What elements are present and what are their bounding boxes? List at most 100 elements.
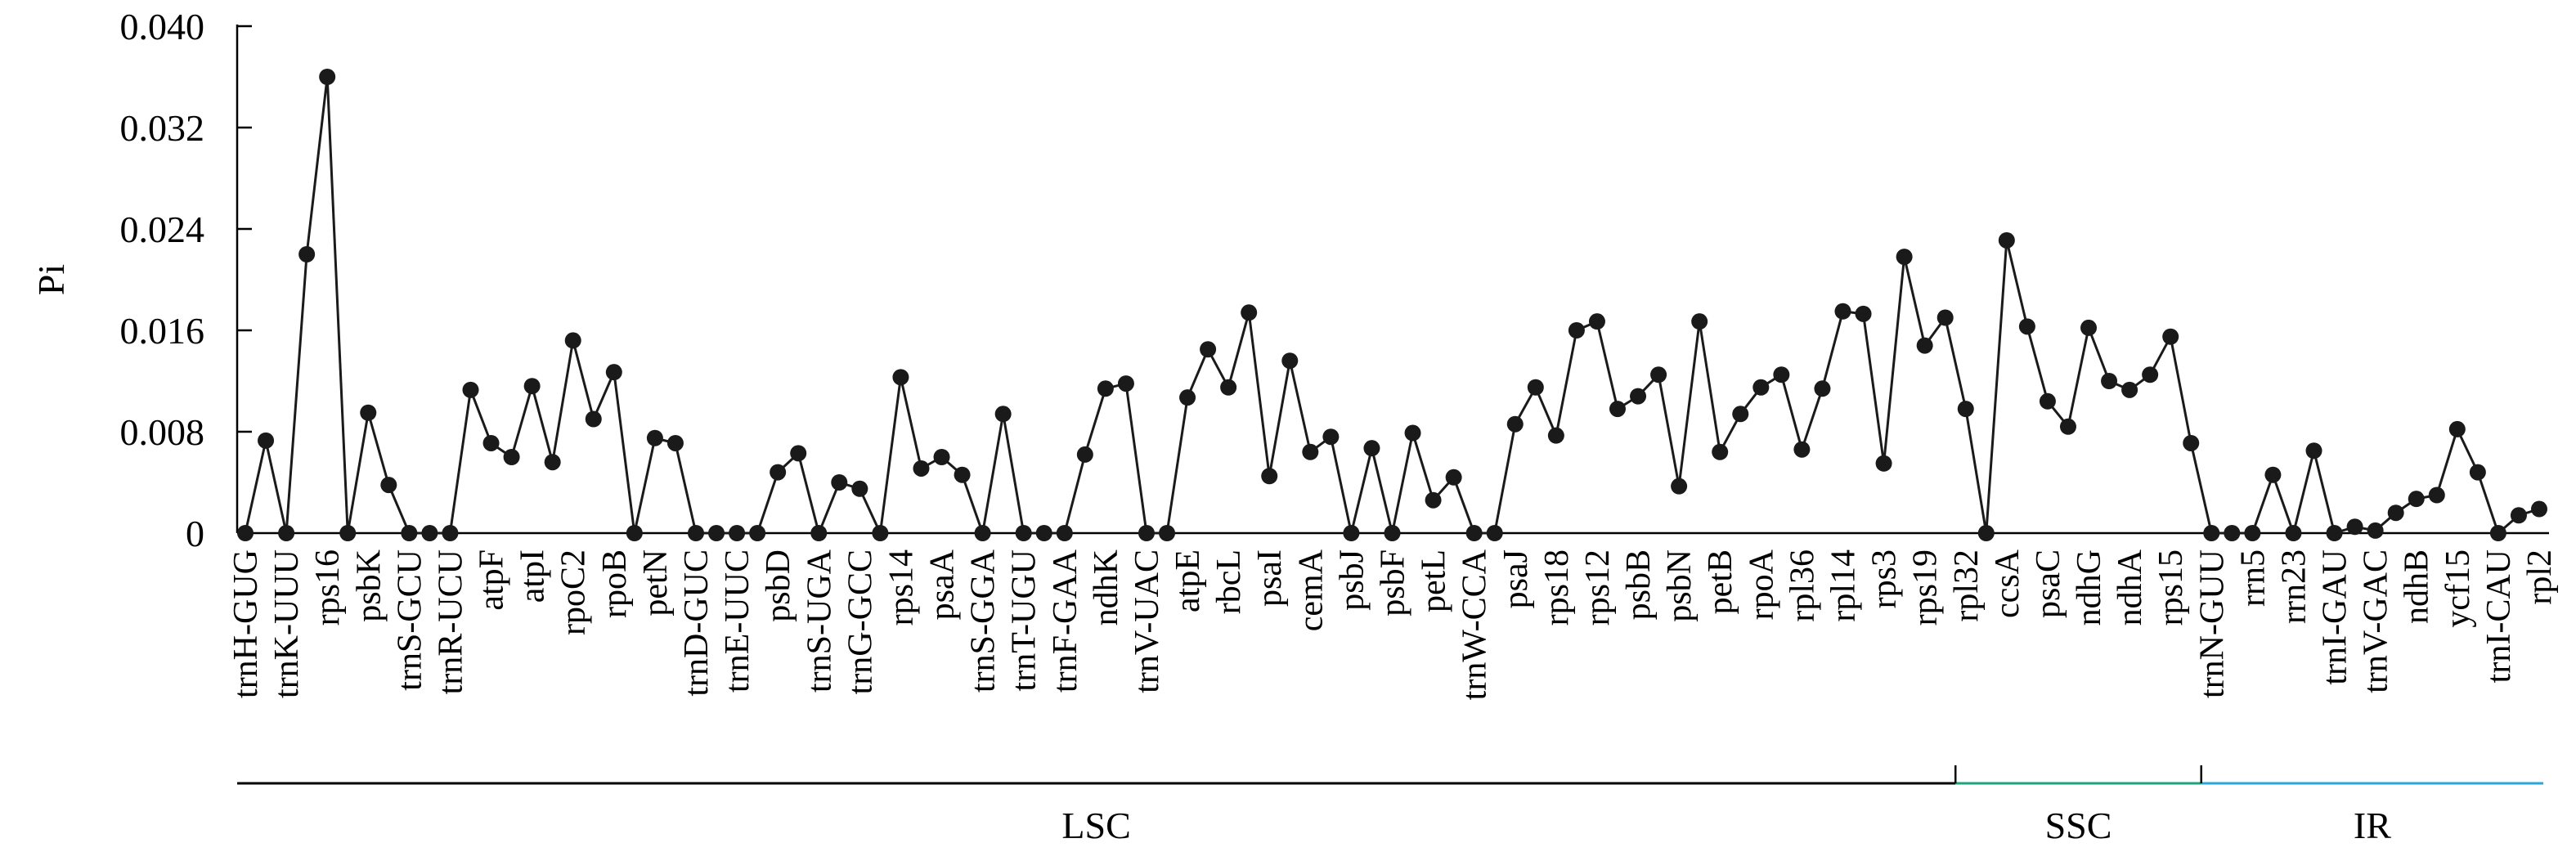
data-point <box>2080 319 2098 336</box>
data-point <box>1465 525 1483 541</box>
x-tick-label: trnF-GAA <box>1047 549 1084 693</box>
y-tick-label: 0.016 <box>120 310 205 352</box>
data-point <box>2408 491 2425 508</box>
x-tick-label: trnS-GCU <box>391 549 429 691</box>
data-point <box>1117 375 1134 392</box>
x-tick-label: trnW-CCA <box>1456 549 1494 700</box>
data-point <box>2183 434 2200 451</box>
y-axis: 0 0.008 0.016 0.024 0.032 0.040 <box>120 6 252 554</box>
x-tick-label: rrn23 <box>2275 549 2313 624</box>
data-point <box>1138 525 1155 541</box>
data-point <box>1752 379 1770 396</box>
data-point <box>2510 507 2527 524</box>
data-point <box>1896 249 1913 266</box>
x-tick-label: rps19 <box>1907 549 1945 626</box>
data-point <box>503 449 520 465</box>
x-tick-label: rps14 <box>882 549 920 626</box>
data-point <box>1097 380 1114 397</box>
x-tick-label: rrn5 <box>2234 549 2272 607</box>
data-point <box>1834 303 1851 320</box>
data-point <box>2489 525 2506 541</box>
data-point <box>1527 379 1544 396</box>
x-tick-label: atpI <box>514 549 552 603</box>
data-point <box>1957 401 1974 418</box>
data-point <box>913 460 930 477</box>
data-point <box>1035 525 1052 541</box>
data-point <box>974 525 991 541</box>
data-point <box>1425 491 1442 509</box>
data-point <box>1547 427 1564 444</box>
x-tick-label: rpoB <box>596 549 634 618</box>
data-point <box>1630 388 1647 405</box>
y-tick-label: 0.040 <box>120 6 205 47</box>
x-tick-label: trnS-GGA <box>965 549 1003 693</box>
data-point <box>1712 443 1729 460</box>
data-point <box>872 525 889 541</box>
x-tick-label: trnT-UGU <box>1006 549 1043 691</box>
data-point <box>1568 322 1585 339</box>
x-tick-label: rps16 <box>309 549 347 626</box>
data-point <box>646 429 663 446</box>
data-point <box>442 525 459 541</box>
data-point <box>421 525 438 541</box>
region-label-ir: IR <box>2354 805 2391 846</box>
x-tick-label: psaA <box>924 549 962 620</box>
data-point <box>749 525 766 541</box>
data-point <box>1015 525 1032 541</box>
data-point <box>810 525 828 541</box>
data-point <box>2142 366 2159 383</box>
region-label-ssc: SSC <box>2045 805 2112 846</box>
data-point <box>401 525 418 541</box>
data-point <box>482 434 500 451</box>
x-tick-label: psbF <box>1375 549 1412 617</box>
data-point <box>1343 525 1360 541</box>
x-tick-label: ccsA <box>1989 549 2026 618</box>
series-line <box>244 75 2540 535</box>
data-point <box>605 364 622 381</box>
x-tick-label: trnI-CAU <box>2480 549 2518 683</box>
x-tick-label: psaC <box>2030 549 2067 618</box>
data-point <box>1486 525 1503 541</box>
x-tick-label: trnR-UCU <box>432 549 469 694</box>
data-point <box>1671 478 1688 495</box>
x-tick-label: rpoC2 <box>555 549 593 635</box>
data-point <box>2264 466 2282 483</box>
data-point <box>626 525 643 541</box>
series-pi <box>237 69 2547 541</box>
data-point <box>1855 305 1872 322</box>
data-point <box>770 464 787 481</box>
x-tick-label: trnD-GUC <box>678 549 716 697</box>
data-point <box>1814 380 1831 397</box>
data-point <box>298 246 316 262</box>
data-point <box>564 332 581 349</box>
data-point <box>954 466 971 483</box>
x-tick-label: rpl32 <box>1948 549 1986 622</box>
x-tick-label: rpl2 <box>2521 549 2559 605</box>
data-point <box>1977 525 1995 541</box>
x-tick-label: trnN-GUU <box>2193 549 2231 698</box>
data-point <box>1609 401 1626 418</box>
y-tick-label: 0 <box>186 513 204 554</box>
x-tick-label: ndhK <box>1088 549 1125 626</box>
data-point <box>1384 525 1401 541</box>
data-point <box>2059 418 2076 435</box>
data-point <box>339 525 357 541</box>
data-point <box>1445 469 1462 486</box>
data-point <box>258 432 275 449</box>
x-tick-label: trnS-UGA <box>801 549 838 693</box>
data-point <box>1506 415 1524 433</box>
data-point <box>237 525 254 541</box>
data-point <box>2101 373 2118 389</box>
data-point <box>831 474 848 491</box>
data-point <box>790 445 807 462</box>
data-point <box>2285 525 2302 541</box>
x-tick-label: trnV-GAC <box>2358 549 2395 693</box>
data-point <box>2448 420 2466 437</box>
x-tick-label: atpE <box>1169 549 1207 612</box>
data-point <box>1404 424 1421 442</box>
data-point <box>666 434 684 451</box>
x-tick-label: rpoA <box>1743 549 1780 620</box>
data-point <box>360 404 377 421</box>
data-point <box>1302 443 1319 460</box>
